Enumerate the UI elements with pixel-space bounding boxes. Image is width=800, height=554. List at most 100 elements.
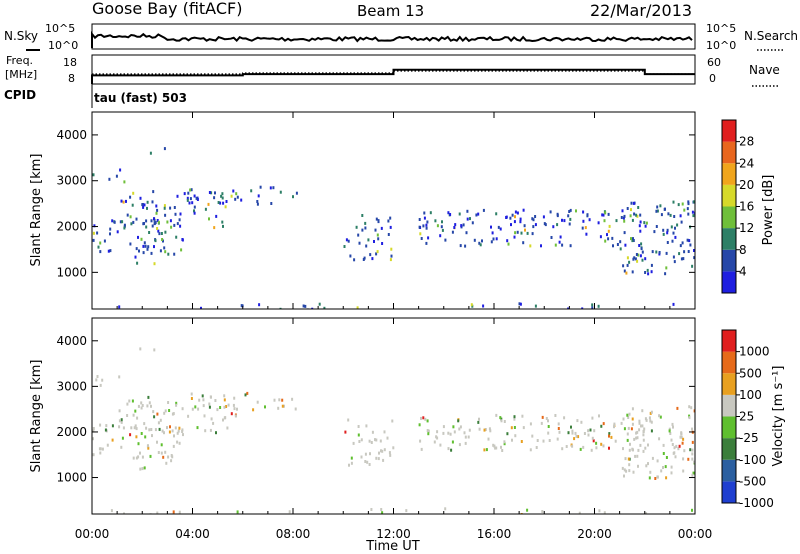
range-cell <box>526 508 529 512</box>
colorbar-tick-label: 8 <box>739 243 747 257</box>
range-cell <box>542 215 545 219</box>
range-cell <box>220 194 223 198</box>
range-cell <box>156 227 159 230</box>
range-cell <box>623 219 626 223</box>
range-cell <box>172 510 175 514</box>
range-cell <box>629 214 632 218</box>
range-cell <box>147 395 150 399</box>
range-cell <box>452 425 455 429</box>
range-cell <box>173 434 175 438</box>
range-cell <box>164 250 167 254</box>
range-cell <box>495 237 498 241</box>
range-cell <box>672 200 675 204</box>
colorbar-segment <box>722 373 736 395</box>
range-cell <box>118 375 121 379</box>
range-cell <box>113 220 116 224</box>
range-cell <box>636 436 639 440</box>
range-cell <box>360 455 363 459</box>
range-cell <box>584 226 587 230</box>
range-cell <box>207 202 210 206</box>
range-cell <box>569 217 572 221</box>
range-cell <box>364 226 367 230</box>
range-cell <box>679 244 682 248</box>
range-cell <box>536 439 539 442</box>
range-cell <box>588 218 591 222</box>
range-cell <box>189 197 192 201</box>
range-cell <box>468 428 471 432</box>
range-tick-label: 1000 <box>56 471 87 485</box>
range-cell <box>137 455 140 459</box>
range-cell <box>676 406 679 410</box>
range-cell <box>441 220 443 224</box>
range-cell <box>688 416 691 420</box>
colorbar-segment <box>722 228 736 250</box>
range-cell <box>163 246 166 250</box>
range-cell <box>109 232 111 236</box>
range-cell <box>644 271 647 274</box>
range-cell <box>628 260 631 264</box>
range-cell <box>153 348 156 352</box>
range-cell <box>499 416 502 420</box>
time-tick-label: 00:00 <box>678 527 713 541</box>
range-cell <box>164 450 167 454</box>
range-cell <box>569 208 572 212</box>
range-cell <box>369 253 372 257</box>
range-cell <box>166 426 168 430</box>
range-cell <box>632 201 635 205</box>
range-cell <box>608 434 610 438</box>
colorbar-tick-label: 4 <box>739 264 747 278</box>
range-cell <box>222 224 224 228</box>
range-cell <box>633 212 636 216</box>
range-cell <box>146 247 149 251</box>
range-cell <box>111 438 114 442</box>
range-cell <box>680 435 683 439</box>
range-cell <box>478 427 481 431</box>
range-cell <box>140 406 143 410</box>
range-cell <box>495 413 498 417</box>
range-cell <box>656 209 659 213</box>
colorbar-segment <box>722 163 736 185</box>
range-cell <box>246 391 249 395</box>
range-cell <box>174 212 177 216</box>
range-cell <box>651 250 654 254</box>
range-cell <box>591 416 594 420</box>
range-cell <box>571 431 574 435</box>
range-cell <box>464 435 467 439</box>
frequency-trace <box>91 68 695 84</box>
range-cell <box>159 418 162 422</box>
range-cell <box>667 212 670 216</box>
range-cell <box>371 430 374 434</box>
range-cell <box>156 208 159 212</box>
range-cell <box>376 233 379 237</box>
range-cell <box>141 404 144 407</box>
velocity-panel: 1000 2000 3000 4000 Slant Range [km] 1000 50… <box>29 317 786 515</box>
range-cell <box>171 455 174 459</box>
range-cell <box>680 432 683 436</box>
range-cell <box>608 224 611 228</box>
range-cell <box>673 215 676 218</box>
nave-trace <box>92 70 695 75</box>
range-cell <box>581 226 584 230</box>
colorbar-tick-label: 25 <box>739 410 754 424</box>
range-cell <box>225 405 228 408</box>
range-cell <box>658 437 661 441</box>
range-cell <box>640 242 643 246</box>
range-cell <box>454 223 457 227</box>
range-cell <box>656 459 659 463</box>
range-cell <box>433 440 436 444</box>
range-cell <box>104 428 107 432</box>
range-cell <box>641 250 644 254</box>
range-cell <box>163 411 166 415</box>
range-cell <box>440 225 443 229</box>
range-cell <box>157 229 160 233</box>
time-tick-label: 04:00 <box>175 527 210 541</box>
range-cell <box>381 449 384 453</box>
range-cell <box>458 427 461 431</box>
range-cell <box>436 436 439 440</box>
range-cell <box>644 224 647 228</box>
range-cell <box>636 259 639 263</box>
range-cell <box>153 218 156 222</box>
range-cell <box>143 241 146 245</box>
range-cell <box>514 210 517 214</box>
time-tick-label: 16:00 <box>477 527 512 541</box>
